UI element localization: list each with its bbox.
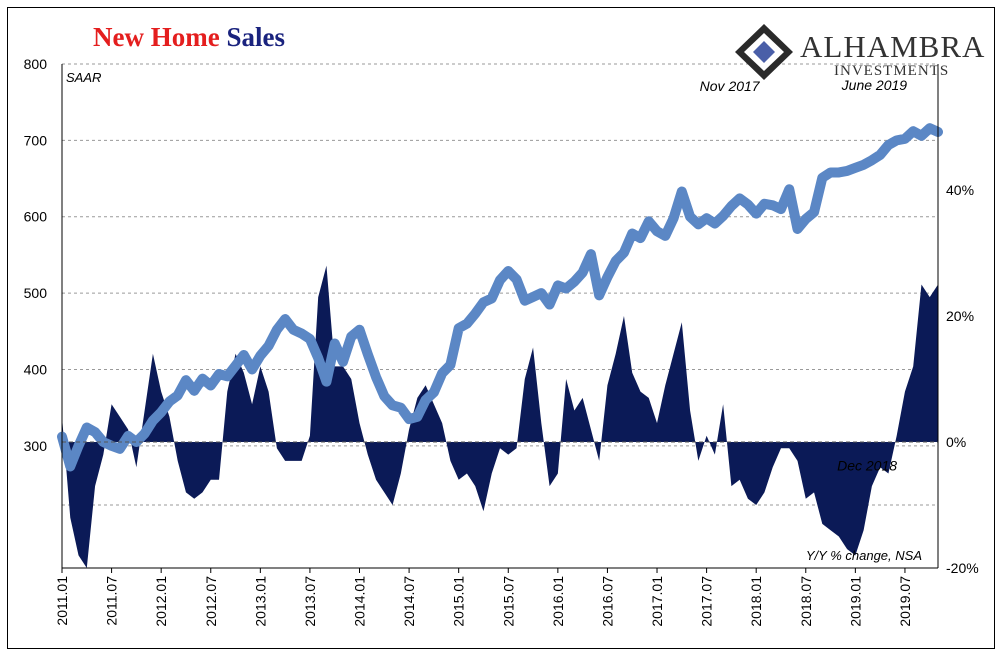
right-tick-label: 40%: [946, 182, 974, 198]
title-part1: New Home: [93, 22, 220, 52]
brand-name: ALHAMBRA: [800, 29, 986, 64]
left-tick-label: 700: [24, 132, 48, 148]
logo-diamond-icon: [735, 24, 793, 80]
x-tick-label: 2011.07: [104, 576, 120, 626]
x-tick-label: 2014.01: [352, 576, 368, 627]
right-tick-label: 0%: [946, 434, 966, 450]
x-tick-label: 2012.01: [153, 576, 169, 627]
x-tick-label: 2016.07: [599, 576, 615, 627]
left-tick-label: 400: [24, 361, 48, 377]
x-tick-label: 2018.01: [748, 576, 764, 627]
x-tick-label: 2019.01: [847, 576, 863, 627]
left-tick-label: 600: [24, 209, 48, 225]
x-tick-label: 2017.01: [649, 576, 665, 627]
left-tick-label: 800: [24, 56, 48, 72]
x-tick-label: 2014.07: [401, 576, 417, 627]
title-part2: Sales: [226, 22, 285, 52]
right-tick-label: -20%: [946, 560, 979, 576]
yoy-area: [62, 265, 938, 568]
annotation-label: Dec 2018: [837, 458, 897, 474]
chart-title: New Home Sales: [93, 22, 285, 53]
brand-subtitle: INVESTMENTS: [834, 63, 950, 79]
sales-line: [57, 123, 943, 472]
annotations: Nov 2017 June 2019 Dec 2018: [700, 77, 908, 473]
x-tick-label: 2016.01: [550, 576, 566, 627]
yoy-area-series: [62, 265, 938, 568]
x-tick-label: 2015.01: [451, 576, 467, 627]
sales-line-series: [57, 123, 943, 472]
annotation-label: Nov 2017: [700, 78, 761, 94]
chart-border: [7, 7, 995, 649]
x-tick-label: 2012.07: [203, 576, 219, 627]
left-axis-title: SAAR: [66, 70, 101, 85]
annotation-label: June 2019: [841, 77, 908, 93]
left-tick-label: 500: [24, 285, 48, 301]
left-tick-label: 300: [24, 438, 48, 454]
x-tick-label: 2013.07: [302, 576, 318, 627]
x-tick-label: 2018.07: [798, 576, 814, 627]
axes: 300 400 500 600 700 800 -20% 0% 20% 40% 2011.01 201…: [24, 56, 979, 627]
x-tick-label: 2017.07: [699, 576, 715, 627]
right-tick-label: 20%: [946, 308, 974, 324]
x-tick-label: 2019.07: [897, 576, 913, 627]
right-axis-title: Y/Y % change, NSA: [806, 548, 922, 563]
x-tick-label: 2013.01: [252, 576, 268, 627]
x-tick-label: 2011.01: [54, 576, 70, 626]
x-tick-label: 2015.07: [500, 576, 516, 627]
